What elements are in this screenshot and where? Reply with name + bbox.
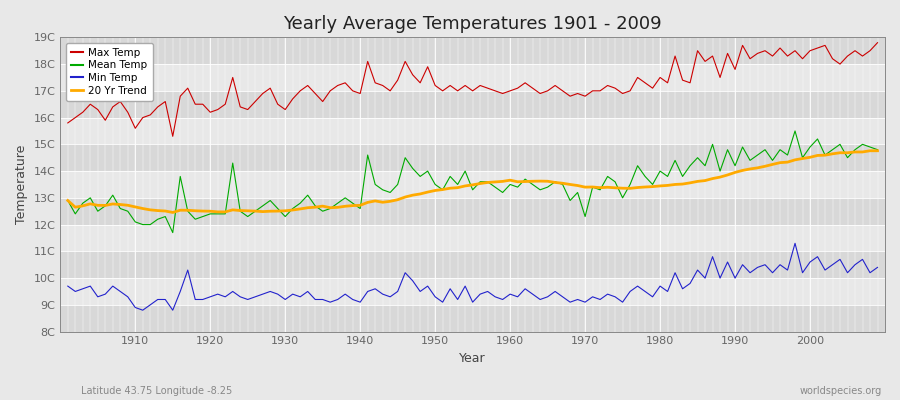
Text: worldspecies.org: worldspecies.org xyxy=(800,386,882,396)
Legend: Max Temp, Mean Temp, Min Temp, 20 Yr Trend: Max Temp, Mean Temp, Min Temp, 20 Yr Tre… xyxy=(66,42,153,101)
Bar xyxy=(60,278,885,305)
Bar xyxy=(60,224,885,251)
Bar xyxy=(60,118,885,144)
Text: Latitude 43.75 Longitude -8.25: Latitude 43.75 Longitude -8.25 xyxy=(81,386,232,396)
Bar xyxy=(60,171,885,198)
Bar xyxy=(60,251,885,278)
Bar xyxy=(60,144,885,171)
Bar xyxy=(60,37,885,64)
Y-axis label: Temperature: Temperature xyxy=(15,145,28,224)
X-axis label: Year: Year xyxy=(459,352,486,365)
Bar xyxy=(60,198,885,224)
Bar xyxy=(60,305,885,332)
Bar xyxy=(60,64,885,91)
Bar xyxy=(60,91,885,118)
Title: Yearly Average Temperatures 1901 - 2009: Yearly Average Temperatures 1901 - 2009 xyxy=(284,15,662,33)
